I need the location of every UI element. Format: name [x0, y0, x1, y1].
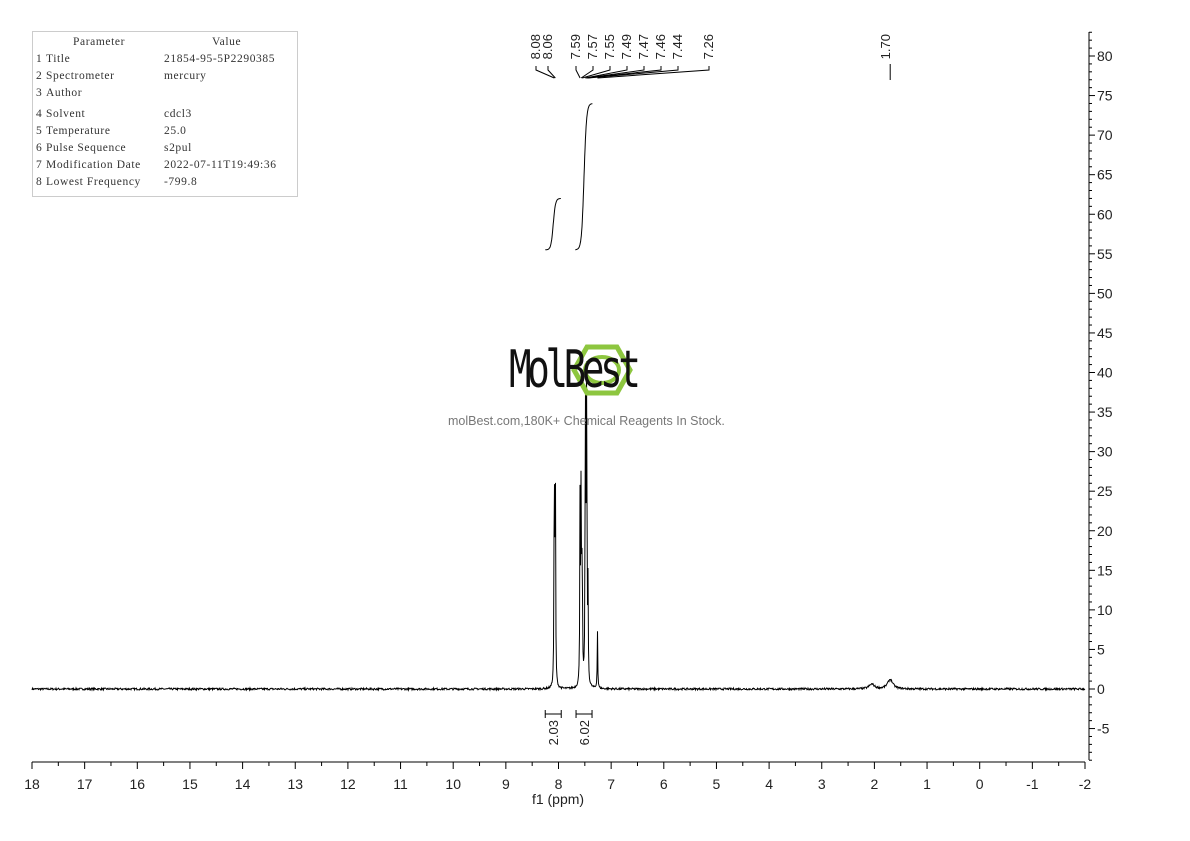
y-tick-label: 60	[1097, 206, 1113, 222]
x-tick-label: 4	[765, 776, 773, 792]
y-tick-label: 35	[1097, 404, 1113, 420]
peak-label: 8.08	[528, 34, 543, 59]
x-tick-label: 14	[235, 776, 251, 792]
table-row-parameter: Pulse Sequence	[46, 142, 127, 154]
integral-bracket	[575, 710, 593, 718]
table-row-value: s2pul	[164, 142, 192, 154]
row-number: 8	[36, 176, 43, 188]
table-row-parameter: Modification Date	[46, 159, 141, 171]
peak-label: 7.57	[585, 34, 600, 59]
x-axis-label: f1 (ppm)	[532, 791, 584, 807]
table-row-value: cdcl3	[164, 108, 192, 120]
peak-label: 7.47	[636, 34, 651, 59]
y-tick-label: 15	[1097, 562, 1113, 578]
y-tick-label: 30	[1097, 444, 1113, 460]
peak-label: 7.26	[701, 34, 716, 59]
integral-curve	[575, 103, 593, 251]
x-tick-label: 3	[818, 776, 826, 792]
table-row-value: 2022-07-11T19:49:36	[164, 159, 277, 171]
y-tick-label: 45	[1097, 325, 1113, 341]
integral-bracket	[544, 710, 562, 718]
peak-label-leader	[580, 66, 594, 79]
x-tick-label: 1	[923, 776, 931, 792]
table-row-value: -799.8	[164, 176, 198, 188]
x-tick-label: 6	[660, 776, 668, 792]
y-tick-label: -5	[1097, 721, 1110, 737]
x-tick-label: 18	[24, 776, 40, 792]
y-tick-label: 20	[1097, 523, 1113, 539]
y-tick-label: 5	[1097, 641, 1105, 657]
x-tick-label: 2	[871, 776, 879, 792]
x-tick-label: 16	[130, 776, 146, 792]
peak-label-leader	[586, 66, 645, 79]
peak-label-leader	[586, 66, 662, 79]
table-row-parameter: Author	[46, 87, 83, 99]
x-tick-label: -2	[1079, 776, 1092, 792]
x-tick-label: 13	[287, 776, 303, 792]
y-tick-label: 40	[1097, 365, 1113, 381]
x-tick-label: 5	[713, 776, 721, 792]
x-tick-label: 12	[340, 776, 356, 792]
y-tick-label: 50	[1097, 285, 1113, 301]
integral-value: 6.02	[577, 720, 592, 745]
table-row-value: 21854-95-5P2290385	[164, 53, 276, 65]
table-row-value: 25.0	[164, 125, 187, 137]
y-tick-label: 65	[1097, 167, 1113, 183]
table-row-value: mercury	[164, 70, 207, 82]
x-tick-label: 0	[976, 776, 984, 792]
row-number: 6	[36, 142, 43, 154]
watermark-tagline: molBest.com,180K+ Chemical Reagents In S…	[448, 414, 725, 428]
peak-label-leader	[575, 66, 581, 79]
peak-label: 7.55	[602, 34, 617, 59]
integral-value: 2.03	[546, 720, 561, 745]
y-tick-label: 75	[1097, 88, 1113, 104]
parameter-table: Parameter Value 1 Title 21854-95-5P2290385…	[32, 31, 298, 197]
table-row-parameter: Title	[46, 53, 71, 65]
x-tick-label: 11	[393, 776, 408, 792]
spectrum-line	[31, 361, 1086, 692]
benzene-logo-icon	[571, 344, 633, 396]
row-number: 2	[36, 70, 43, 82]
peak-label: 7.44	[670, 34, 685, 59]
y-tick-label: 70	[1097, 127, 1113, 143]
y-tick-label: 25	[1097, 483, 1113, 499]
table-row-parameter: Lowest Frequency	[46, 176, 141, 188]
peak-label-leader	[547, 66, 556, 79]
peak-label-leader	[535, 66, 555, 79]
x-tick-label: 7	[607, 776, 615, 792]
table-header-parameter: Parameter	[73, 36, 126, 48]
peak-label-leader	[587, 66, 679, 79]
peak-label: 1.70	[878, 34, 893, 59]
table-row-parameter: Solvent	[46, 108, 86, 120]
row-number: 5	[36, 125, 43, 137]
y-tick-label: 80	[1097, 48, 1113, 64]
peak-label: 7.46	[653, 34, 668, 59]
peak-label-leader	[582, 66, 611, 79]
x-tick-label: 17	[77, 776, 93, 792]
y-tick-label: 0	[1097, 681, 1105, 697]
peak-label: 7.59	[568, 34, 583, 59]
x-tick-label: 15	[182, 776, 198, 792]
peak-label: 8.06	[540, 34, 555, 59]
row-number: 3	[36, 87, 43, 99]
peak-label-leader	[597, 66, 710, 79]
table-row-parameter: Temperature	[46, 125, 111, 137]
row-number: 7	[36, 159, 43, 171]
x-tick-label: -1	[1026, 776, 1039, 792]
x-tick-label: 9	[502, 776, 510, 792]
peak-label: 7.49	[619, 34, 634, 59]
table-header-value: Value	[212, 36, 242, 48]
peak-label-leader	[585, 66, 628, 79]
y-tick-label: 10	[1097, 602, 1113, 618]
x-tick-label: 8	[555, 776, 563, 792]
y-tick-label: 55	[1097, 246, 1113, 262]
watermark-brand: MolBest	[509, 340, 641, 400]
row-number: 4	[36, 108, 43, 120]
table-row-parameter: Spectrometer	[46, 70, 115, 82]
integral-curve	[545, 198, 561, 251]
x-tick-label: 10	[445, 776, 461, 792]
row-number: 1	[36, 53, 43, 65]
